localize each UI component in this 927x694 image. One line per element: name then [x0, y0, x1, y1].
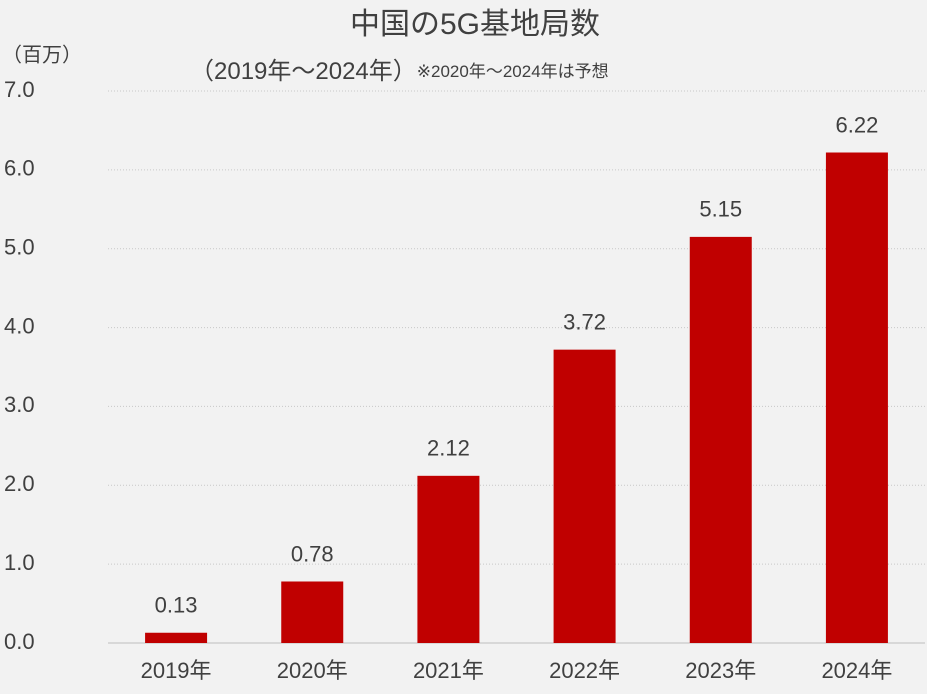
y-tick-label: 6.0	[4, 156, 35, 181]
data-label: 5.15	[699, 197, 742, 222]
data-label: 0.13	[155, 593, 198, 618]
x-tick-label: 2019年	[141, 658, 212, 683]
y-axis-label: （百万）	[2, 43, 82, 66]
y-tick-label: 7.0	[4, 77, 35, 102]
subtitle: （2019年～2024年）	[190, 58, 417, 85]
note: ※2020年～2024年は予想	[417, 62, 609, 81]
bar	[145, 632, 208, 643]
data-label: 3.72	[563, 309, 606, 334]
bar	[553, 349, 616, 643]
y-tick-label: 5.0	[4, 235, 35, 260]
x-tick-label: 2024年	[821, 658, 892, 683]
x-tick-label: 2020年	[277, 658, 348, 683]
data-label: 2.12	[427, 436, 470, 461]
bar	[417, 475, 480, 643]
y-tick-label: 3.0	[4, 392, 35, 417]
y-tick-label: 2.0	[4, 471, 35, 496]
y-tick-label: 0.0	[4, 629, 35, 654]
bar	[689, 236, 752, 643]
x-tick-label: 2023年	[685, 658, 756, 683]
bar	[825, 152, 888, 643]
chart-subtitle: （2019年～2024年）※2020年～2024年は予想	[190, 58, 609, 85]
x-tick-label: 2021年	[413, 658, 484, 683]
chart-title: 中国の5G基地局数	[350, 8, 600, 41]
x-tick-label: 2022年	[549, 658, 620, 683]
data-label: 6.22	[836, 112, 879, 137]
y-tick-label: 1.0	[4, 550, 35, 575]
data-label: 0.78	[291, 541, 334, 566]
y-tick-label: 4.0	[4, 313, 35, 338]
bar	[281, 581, 344, 643]
